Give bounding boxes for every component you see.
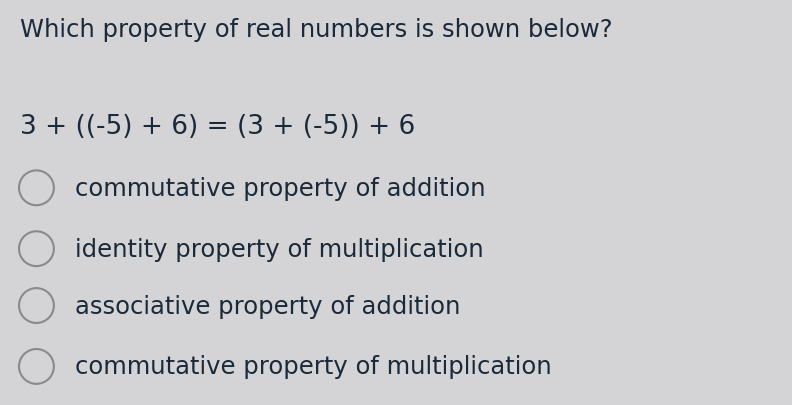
Text: identity property of multiplication: identity property of multiplication: [75, 237, 484, 261]
Text: 3 + ((-5) + 6) = (3 + (-5)) + 6: 3 + ((-5) + 6) = (3 + (-5)) + 6: [20, 113, 415, 139]
Text: commutative property of addition: commutative property of addition: [75, 176, 485, 200]
Text: commutative property of multiplication: commutative property of multiplication: [75, 354, 552, 379]
Text: Which property of real numbers is shown below?: Which property of real numbers is shown …: [20, 18, 612, 42]
Text: associative property of addition: associative property of addition: [75, 294, 461, 318]
